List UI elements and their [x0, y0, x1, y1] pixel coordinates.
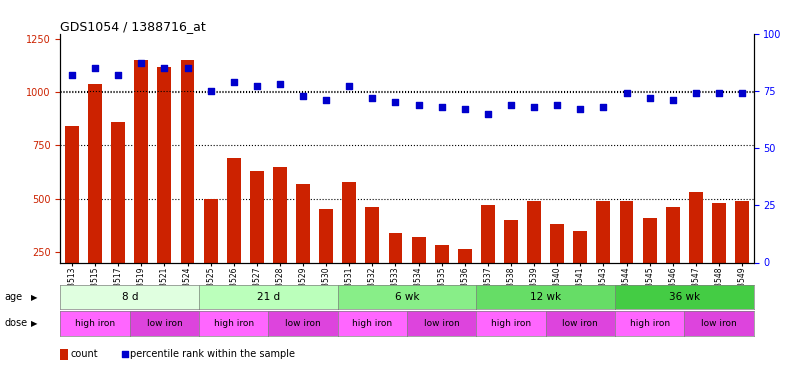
- Bar: [412, 237, 426, 305]
- Bar: [434, 246, 449, 305]
- Text: low iron: low iron: [424, 319, 459, 328]
- Text: 36 wk: 36 wk: [669, 292, 700, 302]
- Point: [297, 93, 310, 99]
- Text: percentile rank within the sample: percentile rank within the sample: [130, 350, 295, 359]
- Point: [713, 90, 725, 96]
- Bar: [666, 207, 679, 305]
- Bar: [65, 126, 79, 305]
- Bar: [527, 201, 541, 305]
- Point: [412, 102, 425, 108]
- Bar: [157, 67, 172, 305]
- Point: [158, 65, 171, 71]
- Bar: [550, 224, 564, 305]
- Point: [459, 106, 472, 112]
- Bar: [504, 220, 518, 305]
- Point: [112, 72, 125, 78]
- Bar: [273, 167, 287, 305]
- Point: [343, 83, 355, 89]
- Bar: [388, 233, 402, 305]
- Text: 8 d: 8 d: [122, 292, 138, 302]
- Text: low iron: low iron: [563, 319, 598, 328]
- Point: [389, 99, 402, 105]
- Point: [736, 90, 749, 96]
- Point: [227, 79, 240, 85]
- Point: [574, 106, 587, 112]
- Point: [643, 95, 656, 101]
- Point: [135, 60, 147, 66]
- Point: [273, 81, 286, 87]
- Text: high iron: high iron: [629, 319, 670, 328]
- Bar: [458, 249, 472, 305]
- Bar: [642, 218, 657, 305]
- Text: 6 wk: 6 wk: [395, 292, 419, 302]
- Point: [550, 102, 563, 108]
- Point: [181, 65, 194, 71]
- Point: [667, 97, 679, 103]
- Text: ▶: ▶: [31, 319, 37, 328]
- Bar: [712, 203, 726, 305]
- Bar: [181, 60, 194, 305]
- Point: [251, 83, 264, 89]
- Bar: [88, 84, 102, 305]
- Bar: [620, 201, 634, 305]
- Point: [320, 97, 333, 103]
- Text: low iron: low iron: [285, 319, 321, 328]
- Text: ▶: ▶: [31, 292, 37, 302]
- Bar: [250, 171, 264, 305]
- Bar: [60, 349, 68, 360]
- Text: dose: dose: [4, 318, 27, 328]
- Text: GDS1054 / 1388716_at: GDS1054 / 1388716_at: [60, 20, 206, 33]
- Bar: [596, 201, 610, 305]
- Bar: [365, 207, 380, 305]
- Text: high iron: high iron: [75, 319, 115, 328]
- Text: 12 wk: 12 wk: [530, 292, 561, 302]
- Text: high iron: high iron: [352, 319, 393, 328]
- Point: [481, 111, 494, 117]
- Point: [435, 104, 448, 110]
- Point: [620, 90, 633, 96]
- Bar: [226, 158, 241, 305]
- Bar: [573, 231, 588, 305]
- Point: [65, 72, 78, 78]
- Bar: [689, 192, 703, 305]
- Point: [505, 102, 517, 108]
- Point: [689, 90, 702, 96]
- Text: age: age: [4, 292, 22, 302]
- Text: count: count: [71, 350, 98, 359]
- Text: 21 d: 21 d: [257, 292, 280, 302]
- Text: low iron: low iron: [147, 319, 182, 328]
- Bar: [735, 201, 749, 305]
- Bar: [204, 199, 218, 305]
- Point: [597, 104, 610, 110]
- Bar: [319, 209, 333, 305]
- Bar: [481, 205, 495, 305]
- Bar: [343, 182, 356, 305]
- Bar: [296, 184, 310, 305]
- Bar: [135, 60, 148, 305]
- Point: [89, 65, 102, 71]
- Bar: [111, 122, 125, 305]
- Text: low iron: low iron: [701, 319, 737, 328]
- Text: high iron: high iron: [214, 319, 254, 328]
- Text: high iron: high iron: [491, 319, 531, 328]
- Point: [528, 104, 541, 110]
- Point: [366, 95, 379, 101]
- Point: [204, 88, 217, 94]
